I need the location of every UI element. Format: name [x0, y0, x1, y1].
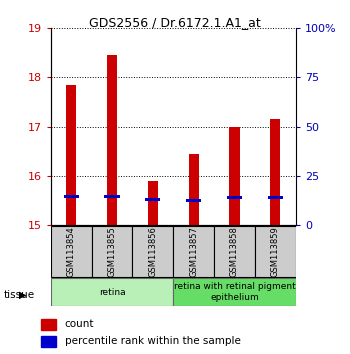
Text: count: count: [65, 319, 94, 329]
FancyBboxPatch shape: [92, 226, 132, 277]
Bar: [268, 196, 283, 200]
Text: GSM113858: GSM113858: [230, 226, 239, 277]
FancyBboxPatch shape: [173, 279, 296, 306]
Text: GSM113857: GSM113857: [189, 226, 198, 277]
Bar: [229, 126, 240, 225]
Bar: [148, 181, 158, 225]
Bar: [227, 196, 242, 200]
Bar: [107, 55, 117, 225]
FancyBboxPatch shape: [132, 226, 173, 277]
Bar: [145, 198, 161, 201]
FancyBboxPatch shape: [51, 279, 173, 306]
Bar: [41, 319, 56, 330]
FancyBboxPatch shape: [173, 226, 214, 277]
Text: GSM113855: GSM113855: [107, 226, 117, 277]
Bar: [104, 195, 120, 198]
Text: GSM113854: GSM113854: [66, 226, 76, 277]
Bar: [63, 195, 79, 198]
Text: retina: retina: [99, 287, 125, 297]
Text: GSM113859: GSM113859: [271, 226, 280, 277]
Bar: [189, 154, 199, 225]
Bar: [41, 336, 56, 347]
Text: ▶: ▶: [19, 290, 27, 299]
Text: retina with retinal pigment
epithelium: retina with retinal pigment epithelium: [174, 282, 295, 302]
Bar: [270, 119, 280, 225]
Text: percentile rank within the sample: percentile rank within the sample: [65, 336, 241, 346]
Bar: [186, 199, 201, 202]
FancyBboxPatch shape: [255, 226, 296, 277]
Text: GDS2556 / Dr.6172.1.A1_at: GDS2556 / Dr.6172.1.A1_at: [89, 16, 261, 29]
Text: GSM113856: GSM113856: [148, 226, 158, 277]
FancyBboxPatch shape: [51, 226, 92, 277]
Bar: [66, 85, 76, 225]
FancyBboxPatch shape: [214, 226, 255, 277]
Text: tissue: tissue: [4, 290, 35, 299]
